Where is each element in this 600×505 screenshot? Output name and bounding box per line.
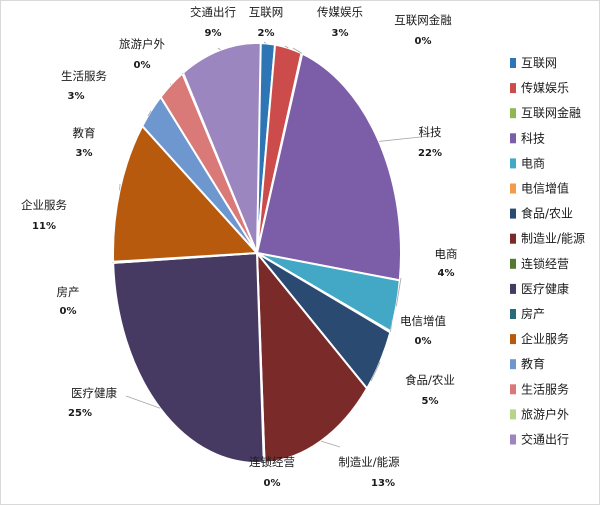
legend-swatch bbox=[510, 208, 516, 219]
legend-label: 食品/农业 bbox=[521, 206, 573, 221]
slice-percent: 11% bbox=[32, 221, 56, 232]
legend-label: 电商 bbox=[521, 155, 545, 170]
legend-swatch bbox=[510, 233, 516, 244]
slice-percent: 4% bbox=[438, 268, 455, 279]
leader-line bbox=[292, 47, 303, 54]
leader-line bbox=[263, 41, 267, 44]
slice-label: 传媒娱乐 bbox=[317, 5, 363, 19]
leader-line bbox=[264, 461, 269, 464]
leader-line bbox=[378, 135, 431, 142]
slice-percent: 3% bbox=[76, 148, 93, 159]
slice-percent: 22% bbox=[418, 148, 442, 159]
slice-label: 食品/农业 bbox=[405, 373, 455, 387]
leader-line bbox=[217, 47, 221, 51]
slice-percent: 0% bbox=[415, 36, 432, 47]
legend-swatch bbox=[510, 158, 516, 169]
slice-labels: 互联网 2% 传媒娱乐 3% 互联网金融 0% 科技 22% 电商 4% 电信增值 0% 食品/农业 5%… bbox=[21, 5, 458, 489]
leader-lines bbox=[112, 41, 431, 464]
pie-slice bbox=[256, 52, 402, 282]
legend-swatch bbox=[510, 434, 516, 445]
legend: 互联网传媒娱乐互联网金融科技电商电信增值食品/农业制造业/能源连锁经营医疗健康房… bbox=[510, 56, 585, 447]
pie-slice bbox=[112, 252, 265, 464]
legend-swatch bbox=[510, 309, 516, 319]
legend-label: 连锁经营 bbox=[521, 256, 569, 271]
leader-line bbox=[284, 45, 289, 49]
slice-label: 电信增值 bbox=[400, 314, 446, 328]
slice-label: 连锁经营 bbox=[249, 455, 295, 469]
legend-label: 房产 bbox=[521, 306, 545, 321]
slice-percent: 0% bbox=[134, 60, 151, 71]
slice-label: 互联网金融 bbox=[394, 13, 452, 27]
leader-line bbox=[320, 440, 341, 448]
legend-swatch bbox=[510, 183, 516, 194]
legend-swatch bbox=[510, 83, 516, 94]
legend-label: 科技 bbox=[521, 131, 545, 145]
slice-percent: 13% bbox=[371, 478, 395, 489]
slice-label: 教育 bbox=[73, 126, 96, 140]
leader-line bbox=[395, 277, 402, 307]
slice-percent: 25% bbox=[68, 408, 92, 419]
leader-line bbox=[125, 395, 161, 409]
slice-percent: 3% bbox=[68, 91, 85, 102]
slice-percent: 0% bbox=[60, 306, 77, 317]
slice-percent: 0% bbox=[415, 336, 432, 347]
slice-label: 交通出行 bbox=[190, 5, 236, 19]
leader-line bbox=[147, 110, 152, 117]
legend-swatch bbox=[510, 108, 516, 119]
legend-label: 传媒娱乐 bbox=[521, 80, 569, 95]
slice-label: 旅游户外 bbox=[119, 37, 165, 51]
legend-swatch bbox=[510, 384, 516, 395]
slice-percent: 9% bbox=[205, 28, 222, 39]
legend-label: 互联网金融 bbox=[521, 105, 581, 120]
slice-label: 电商 bbox=[435, 247, 458, 261]
slice-label: 医疗健康 bbox=[71, 386, 117, 400]
slice-percent: 3% bbox=[332, 28, 349, 39]
pie-slices bbox=[112, 42, 402, 464]
legend-label: 医疗健康 bbox=[521, 281, 569, 296]
legend-label: 制造业/能源 bbox=[521, 232, 585, 246]
legend-swatch bbox=[510, 58, 516, 68]
leader-line bbox=[370, 361, 381, 382]
pie-slice bbox=[256, 252, 368, 464]
slice-percent: 2% bbox=[258, 28, 275, 39]
legend-label: 企业服务 bbox=[521, 331, 569, 346]
legend-label: 交通出行 bbox=[521, 432, 569, 447]
slice-label: 科技 bbox=[419, 125, 442, 139]
slice-label: 企业服务 bbox=[21, 198, 67, 212]
legend-swatch bbox=[510, 258, 516, 269]
leader-line bbox=[390, 319, 393, 332]
slice-label: 房产 bbox=[57, 285, 80, 299]
slice-percent: 5% bbox=[422, 396, 439, 407]
slice-label: 生活服务 bbox=[61, 69, 107, 83]
legend-swatch bbox=[510, 133, 516, 144]
legend-swatch bbox=[510, 283, 516, 294]
legend-swatch bbox=[510, 334, 516, 345]
slice-label: 制造业/能源 bbox=[338, 455, 400, 469]
slice-percent: 0% bbox=[264, 478, 281, 489]
legend-label: 教育 bbox=[521, 356, 545, 371]
legend-label: 旅游户外 bbox=[521, 406, 569, 421]
pie-slice bbox=[112, 125, 258, 263]
legend-label: 电信增值 bbox=[521, 181, 569, 196]
legend-label: 互联网 bbox=[521, 56, 557, 70]
slice-label: 互联网 bbox=[249, 5, 284, 19]
legend-label: 生活服务 bbox=[521, 381, 569, 396]
legend-swatch bbox=[510, 409, 516, 420]
legend-swatch bbox=[510, 359, 516, 370]
